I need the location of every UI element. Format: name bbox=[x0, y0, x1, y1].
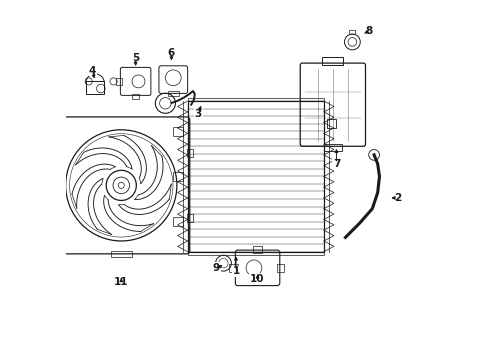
Bar bbox=[253, 246, 262, 253]
Bar bbox=[187, 149, 194, 157]
Bar bbox=[132, 94, 139, 99]
Bar bbox=[111, 251, 132, 257]
Bar bbox=[168, 91, 179, 95]
Text: 8: 8 bbox=[365, 26, 372, 36]
Text: 3: 3 bbox=[195, 109, 202, 119]
Bar bbox=[277, 264, 284, 272]
Bar bbox=[188, 98, 324, 101]
Text: 10: 10 bbox=[250, 274, 265, 284]
Bar bbox=[49, 149, 56, 157]
Bar bbox=[86, 81, 104, 94]
Bar bbox=[187, 214, 194, 222]
Bar bbox=[322, 57, 343, 65]
Bar bbox=[172, 217, 183, 226]
Bar bbox=[188, 101, 324, 252]
Text: 1: 1 bbox=[232, 266, 240, 276]
Bar bbox=[324, 144, 342, 150]
Bar bbox=[349, 31, 355, 34]
Bar bbox=[327, 119, 336, 128]
Text: 5: 5 bbox=[132, 53, 139, 63]
Bar bbox=[188, 252, 324, 255]
Text: 6: 6 bbox=[168, 48, 175, 58]
Text: 2: 2 bbox=[394, 193, 401, 203]
Text: 4: 4 bbox=[89, 66, 96, 76]
Bar bbox=[172, 127, 183, 135]
Bar bbox=[116, 78, 122, 85]
Text: 7: 7 bbox=[333, 159, 340, 169]
Bar bbox=[172, 172, 183, 181]
Text: 9: 9 bbox=[213, 263, 220, 273]
Bar bbox=[229, 264, 238, 272]
Bar bbox=[49, 214, 56, 222]
Text: 11: 11 bbox=[114, 277, 128, 287]
